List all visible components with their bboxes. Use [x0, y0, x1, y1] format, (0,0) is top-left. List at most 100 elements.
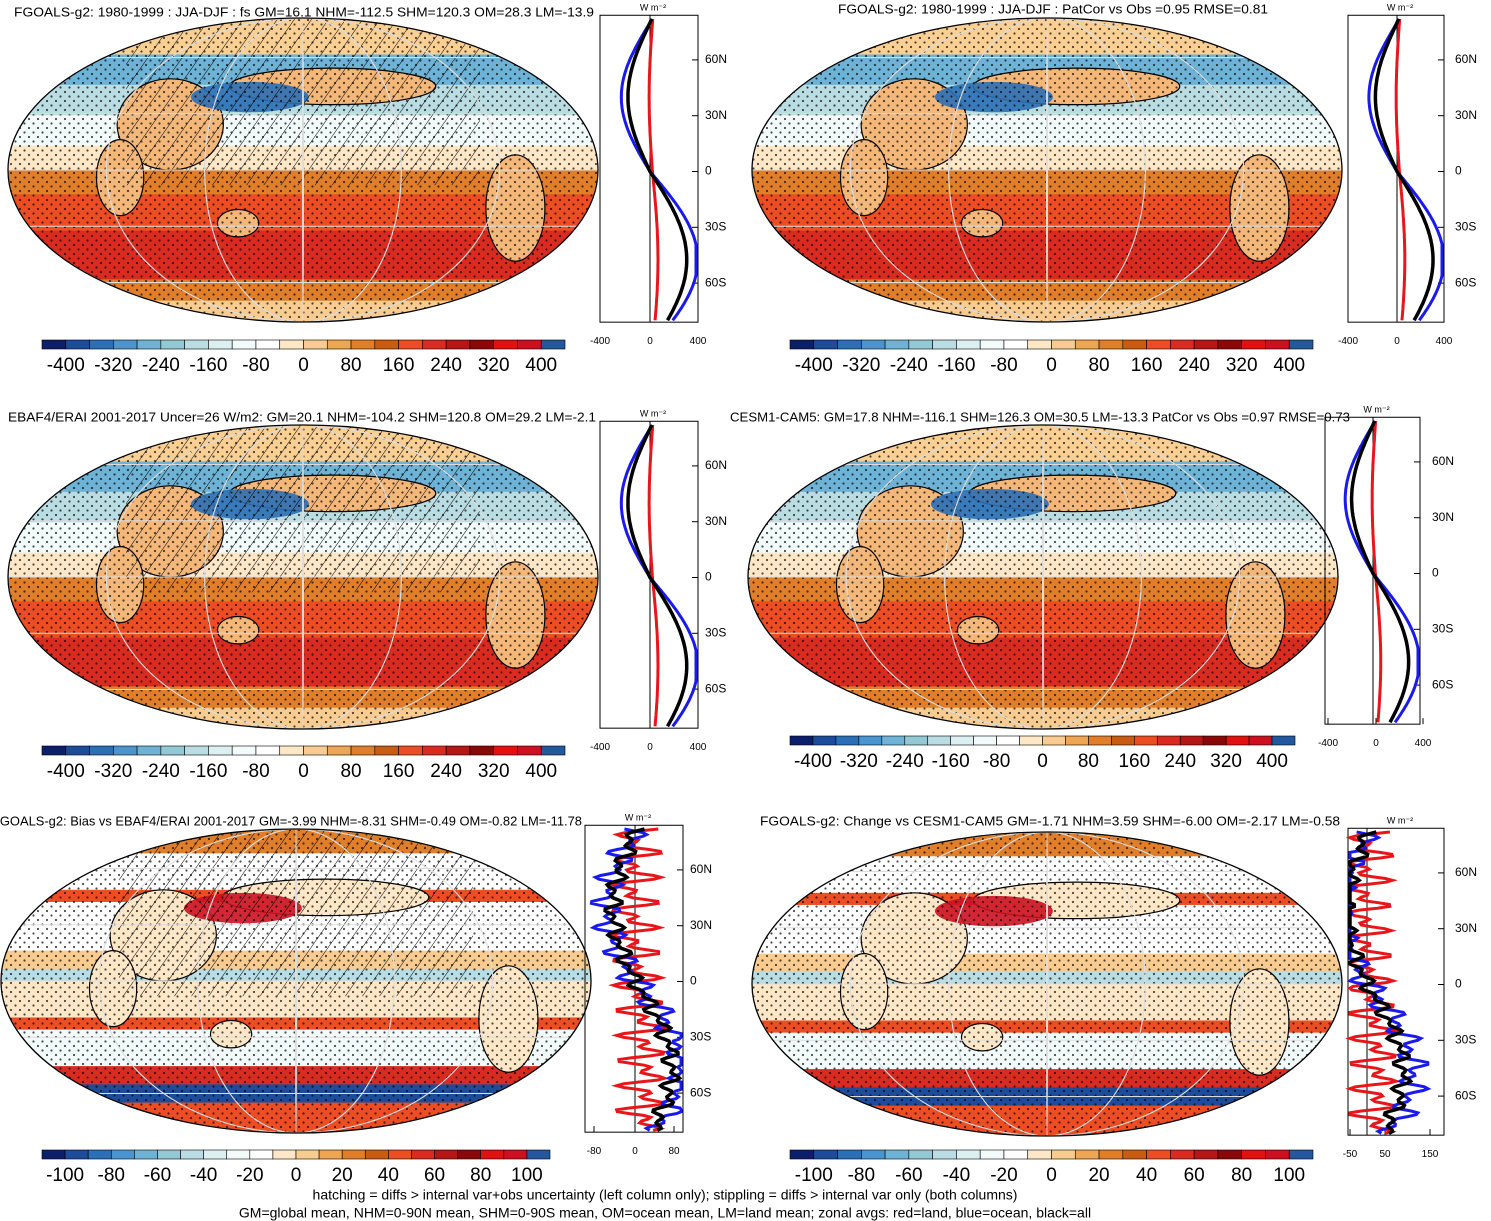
colorbar-box [87, 1149, 112, 1160]
panel-title: CESM1-CAM5: GM=17.8 NHM=-116.1 SHM=126.3… [730, 409, 1350, 424]
colorbar-label: 320 [1226, 355, 1258, 376]
colorbar-label: 0 [1046, 355, 1057, 376]
colorbar-box [136, 745, 162, 756]
zonal-tick-label: 400 [690, 336, 707, 347]
colorbar-label: 320 [1210, 751, 1242, 772]
units: W m⁻² [625, 813, 651, 823]
units: W m⁻² [640, 3, 666, 13]
panel-title: FGOALS-g2: Bias vs EBAF4/ERAI 2001-2017 … [0, 813, 582, 828]
zonal-curve [603, 827, 683, 1132]
zonal-tick-label: 400 [1415, 738, 1432, 749]
colorbar-label: -40 [943, 1165, 970, 1186]
colorbar-label: 0 [298, 761, 309, 782]
colorbar-label: -40 [190, 1165, 217, 1186]
colorbar-label: 240 [430, 761, 462, 782]
zonal-tick-label: 0 [632, 1146, 638, 1157]
panel-title: EBAF4/ERAI 2001-2017 Uncer=26 W/m2: GM=2… [8, 409, 596, 424]
colorbar-label: 160 [383, 761, 415, 782]
map [8, 425, 598, 729]
colorbar-box [41, 1149, 66, 1160]
colorbar-box [326, 339, 352, 350]
colorbar-box [1111, 735, 1135, 746]
footnote: GM=global mean, NHM=0-90N mean, SHM=0-90… [239, 1205, 1091, 1221]
colorbar-box [64, 1149, 89, 1160]
colorbar-box [837, 1149, 862, 1160]
zonal-tick-label: -50 [1343, 1149, 1358, 1160]
colorbar-label: 160 [1118, 751, 1150, 772]
colorbar-label: 240 [430, 355, 462, 376]
zonal-tick-label: 400 [1436, 336, 1453, 347]
zonal-tick-label: 0 [647, 336, 653, 347]
colorbar-label: 400 [525, 355, 557, 376]
map [8, 18, 598, 322]
lat-label: 60N [690, 862, 712, 876]
colorbar-label: -400 [47, 761, 85, 782]
colorbar-box [398, 745, 423, 756]
colorbar-box [1170, 339, 1195, 350]
colorbar-box [908, 339, 933, 350]
zonal-frame [599, 14, 699, 323]
colorbar-box [326, 745, 352, 756]
zonal-tick-label: 80 [668, 1146, 680, 1157]
lat-label: 30S [690, 1029, 711, 1043]
colorbar-box [789, 1149, 815, 1160]
lat-label: 30N [690, 918, 712, 932]
colorbar-box [445, 745, 471, 756]
zonal-curve [1345, 830, 1402, 1135]
zonal-frame [584, 824, 684, 1133]
colorbar-label: -240 [886, 751, 924, 772]
zonal-curve [647, 18, 660, 321]
zonal-tick-label: -400 [1338, 336, 1358, 347]
colorbar-box [813, 339, 838, 350]
lat-label: 30N [1455, 921, 1477, 935]
colorbar-box [157, 1149, 181, 1160]
lat-label: 60N [705, 458, 727, 472]
colorbar-box [927, 735, 951, 746]
colorbar-box [1003, 1149, 1029, 1160]
map-border [7, 424, 599, 730]
colorbar-box [249, 1149, 274, 1160]
lat-label: 0 [705, 164, 712, 178]
colorbar-box [469, 745, 494, 756]
colorbar-label: 40 [378, 1165, 399, 1186]
zonal-frame [599, 420, 699, 729]
colorbar-box [41, 339, 67, 350]
colorbar-label: 80 [1231, 1165, 1252, 1186]
colorbar-label: -20 [236, 1165, 263, 1186]
colorbar-label: 100 [511, 1165, 543, 1186]
colorbar-label: 0 [1037, 751, 1048, 772]
colorbar-label: -240 [142, 355, 180, 376]
zonal-curve [1349, 420, 1411, 724]
colorbar-box [411, 1149, 435, 1160]
colorbar-label: 20 [1088, 1165, 1109, 1186]
colorbar-label: -100 [795, 1165, 833, 1186]
colorbar-box [813, 1149, 838, 1160]
map-border [747, 424, 1339, 730]
colorbar-box [1193, 339, 1219, 350]
colorbar-box [1122, 339, 1147, 350]
colorbar-label: 60 [424, 1165, 445, 1186]
map [1, 829, 591, 1133]
colorbar-box [231, 339, 257, 350]
zonal-tick-label: 0 [1394, 336, 1400, 347]
colorbar-box [136, 339, 162, 350]
colorbar-box [1074, 339, 1100, 350]
colorbar-label: 80 [470, 1165, 491, 1186]
colorbar-box [350, 339, 376, 350]
colorbar-box [884, 1149, 910, 1160]
colorbar-label: -80 [848, 1165, 875, 1186]
colorbar-box [1265, 339, 1290, 350]
lat-label: 30S [705, 219, 726, 233]
colorbar-box [279, 339, 304, 350]
lat-label: 30S [1432, 621, 1453, 635]
panel-title: FGOALS-g2: 1980-1999 : JJA-DJF : fs GM=1… [14, 4, 594, 19]
zonal-tick-label: 400 [690, 742, 707, 753]
colorbar-box [904, 735, 929, 746]
zonal-tick-label: -400 [1318, 738, 1338, 749]
colorbar-box [1051, 1149, 1076, 1160]
colorbar-label: -400 [47, 355, 85, 376]
lat-label: 30N [1432, 510, 1454, 524]
colorbar-box [160, 745, 185, 756]
colorbar-box [1241, 339, 1266, 350]
colorbar-label: -80 [242, 761, 269, 782]
